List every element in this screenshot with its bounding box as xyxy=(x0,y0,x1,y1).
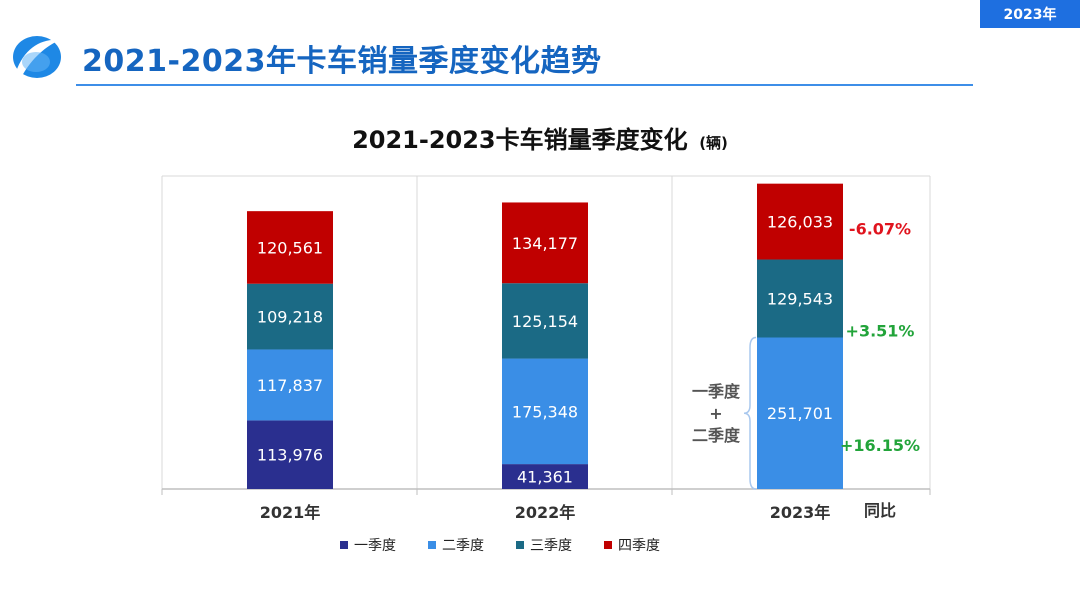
h1-combined-label-line-3: 二季度 xyxy=(692,426,741,445)
data-label-2023-h1: 251,701 xyxy=(767,404,833,423)
yoy-q3-label: +3.51% xyxy=(846,322,915,341)
legend-item-q2: 二季度 xyxy=(428,535,484,555)
bar-2023-q3 xyxy=(757,259,843,338)
legend-label-q1: 一季度 xyxy=(354,538,396,554)
bar-2021-q3 xyxy=(247,283,333,350)
data-label-2021-q3: 109,218 xyxy=(257,308,323,327)
chart-legend: 一季度 二季度 三季度 四季度 xyxy=(340,535,660,555)
legend-label-q4: 四季度 xyxy=(618,538,660,554)
h1-combined-label-line-2: + xyxy=(709,404,722,423)
bar-2022-q4 xyxy=(502,202,588,284)
yoy-q4-label: -6.07% xyxy=(849,220,911,239)
bar-2021-q1 xyxy=(247,420,333,489)
x-axis-label-2021: 2021年 xyxy=(260,503,321,522)
legend-swatch-q4 xyxy=(604,541,612,549)
data-label-2021-q1: 113,976 xyxy=(257,446,323,465)
chart-title-wrap: 2021-2023卡车销量季度变化 (辆) xyxy=(0,120,1080,155)
h1-combined-label-line-1: 一季度 xyxy=(692,382,741,401)
legend-swatch-q1 xyxy=(340,541,348,549)
chart-title: 2021-2023卡车销量季度变化 xyxy=(352,126,688,154)
yoy-h1-label: +16.15% xyxy=(840,436,920,455)
h1-brace xyxy=(743,336,757,490)
data-label-2021-q2: 117,837 xyxy=(257,376,323,395)
legend-item-q1: 一季度 xyxy=(340,535,396,555)
data-label-2023-q4: 126,033 xyxy=(767,213,833,232)
page-title: 2021-2023年卡车销量季度变化趋势 xyxy=(82,44,602,79)
legend-swatch-q3 xyxy=(516,541,524,549)
bar-2022-q2 xyxy=(502,358,588,465)
data-label-2022-q2: 175,348 xyxy=(512,402,578,421)
x-axis-label-2023: 2023年 xyxy=(770,503,831,522)
legend-label-q3: 三季度 xyxy=(530,538,572,554)
data-label-2023-q3: 129,543 xyxy=(767,290,833,309)
bar-2022-q1 xyxy=(502,464,588,489)
data-label-2022-q3: 125,154 xyxy=(512,312,578,331)
legend-item-q3: 三季度 xyxy=(516,535,572,555)
data-label-2022-q1: 41,361 xyxy=(517,468,573,487)
legend-swatch-q2 xyxy=(428,541,436,549)
bar-2021-q2 xyxy=(247,349,333,421)
x-axis-label-2022: 2022年 xyxy=(515,503,576,522)
bar-2023-q4 xyxy=(757,183,843,260)
legend-label-q2: 二季度 xyxy=(442,538,484,554)
logo-icon xyxy=(13,36,61,78)
chart-unit: (辆) xyxy=(699,134,728,152)
bar-2022-q3 xyxy=(502,283,588,359)
year-tag: 2023年 xyxy=(980,0,1080,28)
bar-2023-h1 xyxy=(757,337,843,489)
bar-2021-q4 xyxy=(247,211,333,284)
yoy-header-label: 同比 xyxy=(864,501,896,520)
data-label-2021-q4: 120,561 xyxy=(257,238,323,257)
data-label-2022-q4: 134,177 xyxy=(512,234,578,253)
title-divider xyxy=(76,84,973,86)
legend-item-q4: 四季度 xyxy=(604,535,660,555)
